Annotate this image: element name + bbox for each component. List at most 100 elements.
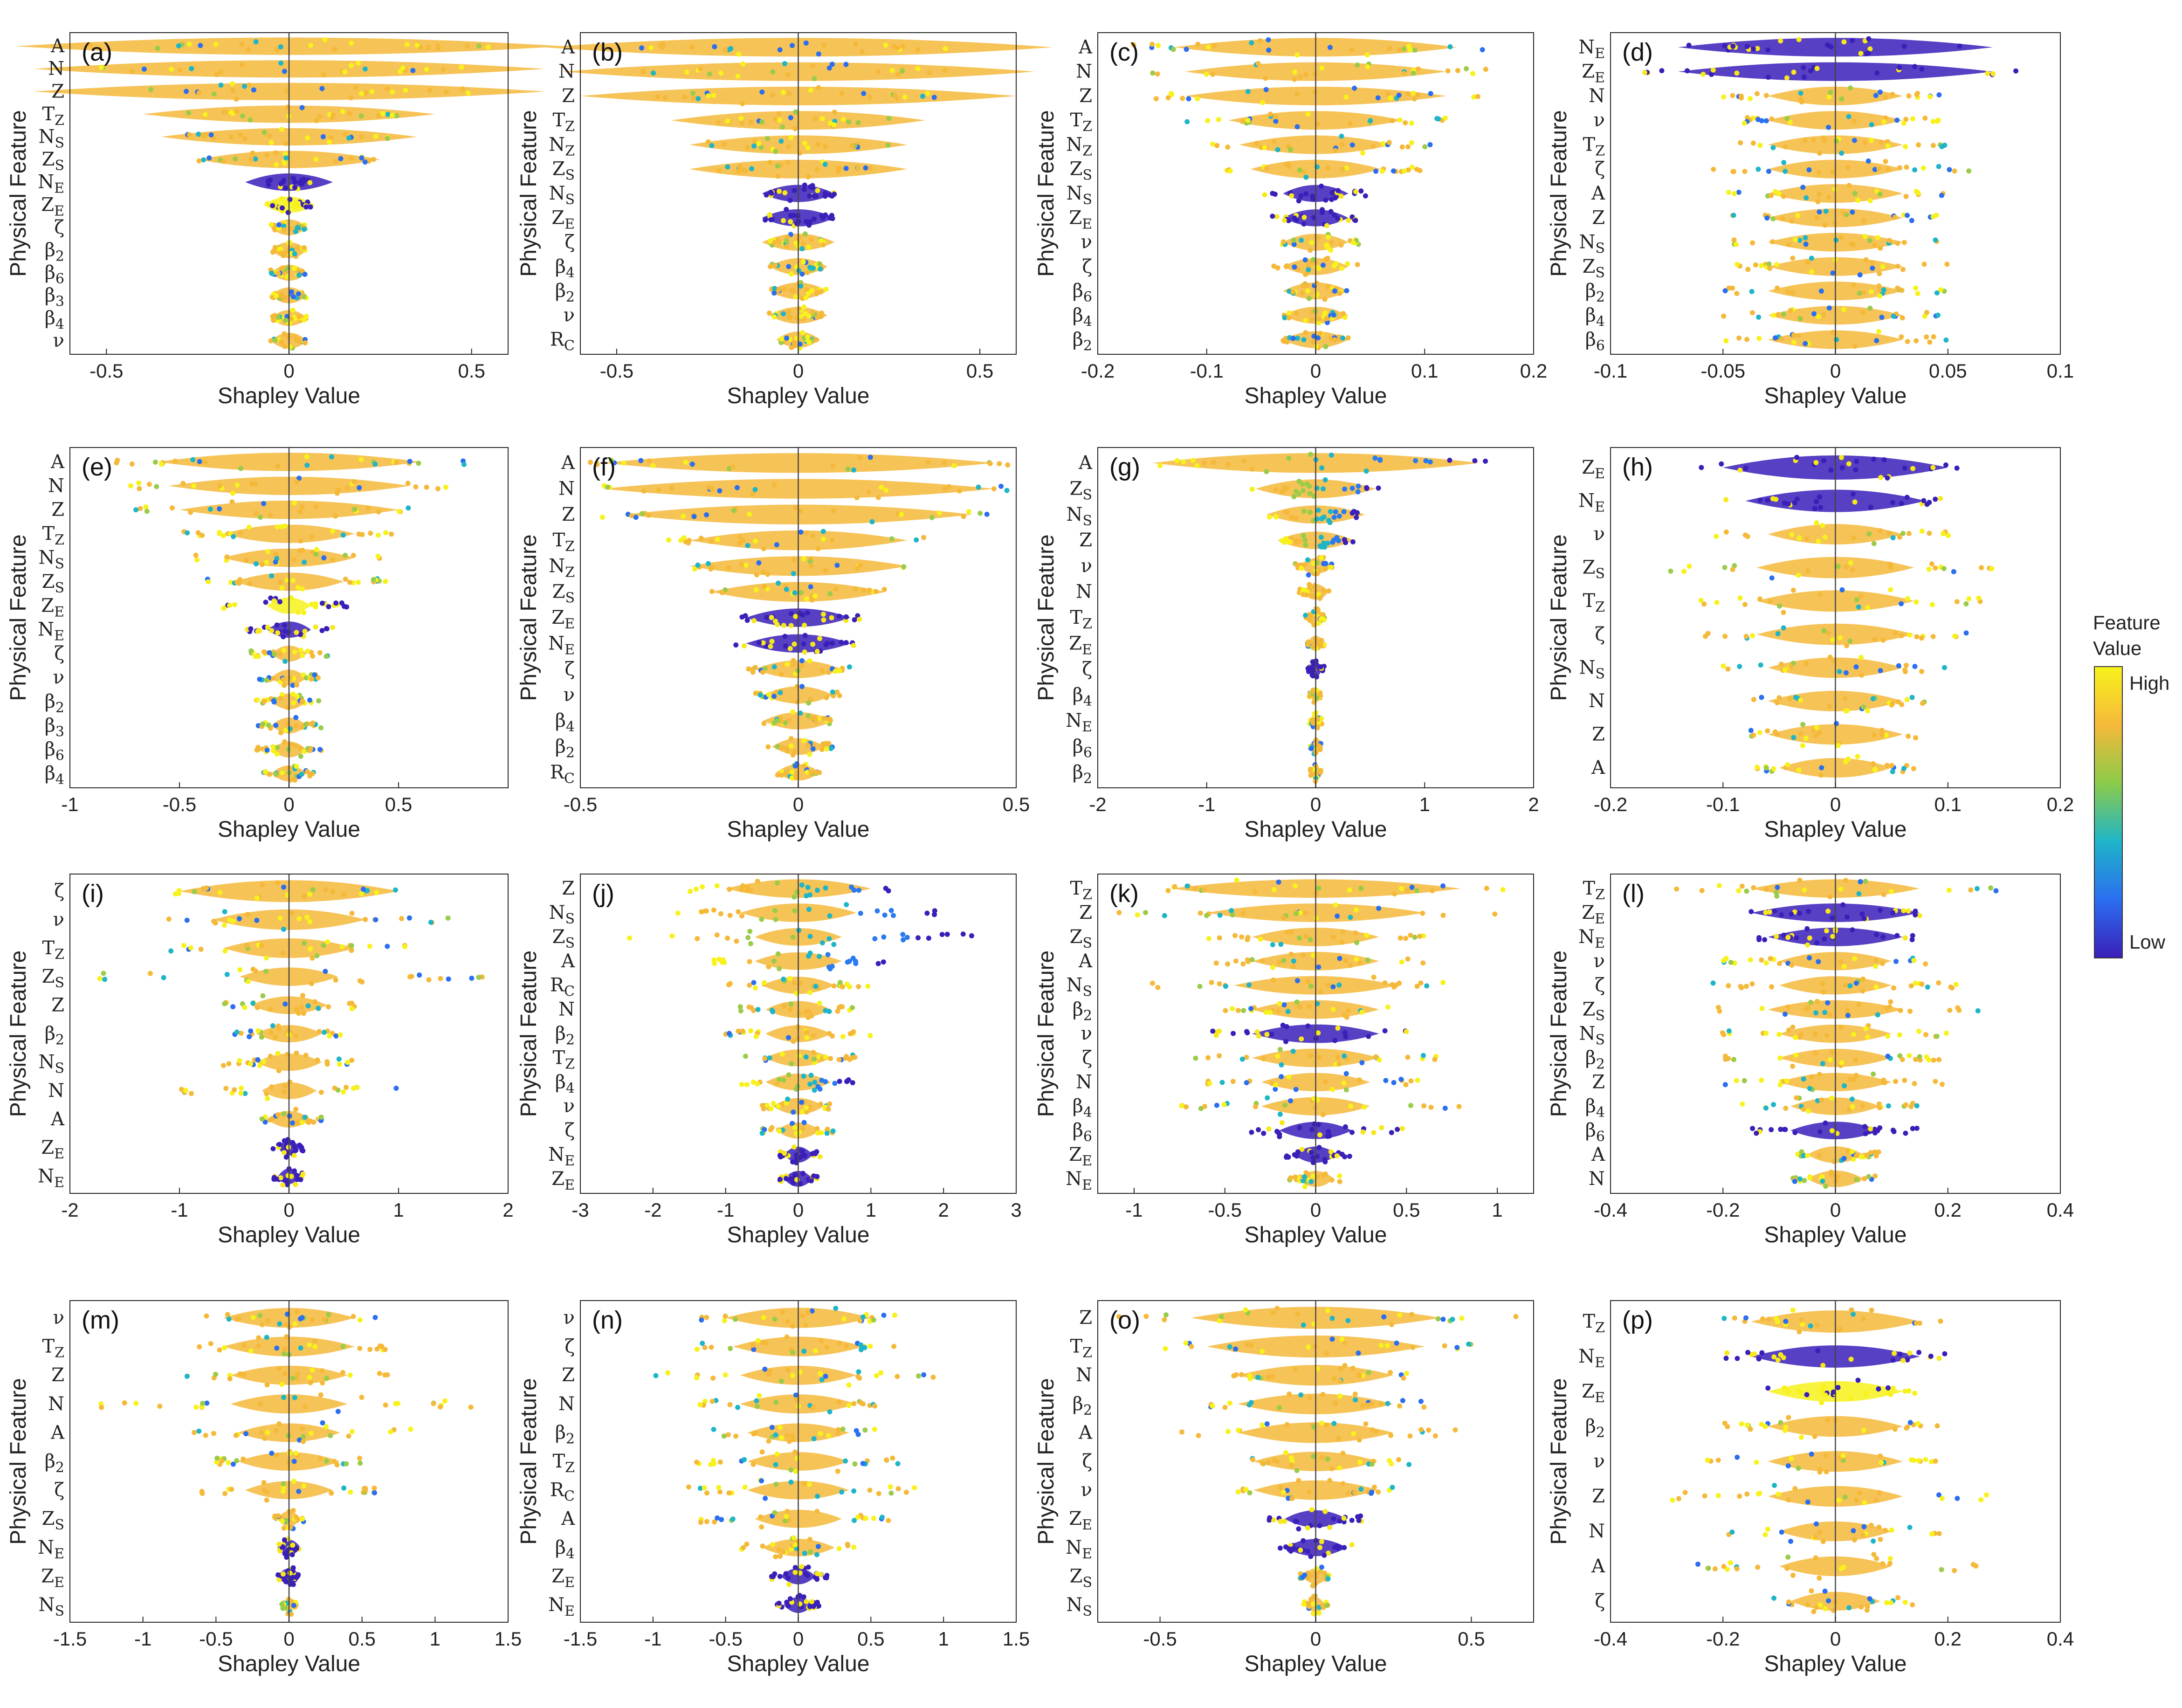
data-point — [1328, 45, 1333, 50]
data-point — [287, 240, 292, 246]
data-point — [1924, 502, 1930, 507]
data-point — [899, 68, 905, 74]
data-point — [259, 1430, 264, 1435]
data-point — [1307, 490, 1313, 496]
data-point — [247, 581, 253, 586]
data-point — [298, 1143, 303, 1149]
data-point — [270, 748, 276, 754]
data-point — [274, 1428, 279, 1433]
data-point — [1323, 197, 1328, 203]
data-point — [1403, 120, 1408, 125]
data-point — [808, 584, 813, 590]
data-point — [1789, 911, 1794, 917]
data-point — [1944, 1030, 1949, 1036]
data-point — [1843, 982, 1848, 988]
feature-label: RC — [550, 975, 575, 1000]
data-point — [282, 622, 288, 628]
data-point — [1317, 1132, 1322, 1137]
x-tick-label: 1 — [866, 1199, 876, 1221]
data-point — [218, 69, 224, 75]
feature-swarm — [769, 280, 829, 301]
data-point — [1790, 587, 1796, 593]
data-point — [708, 566, 714, 572]
data-point — [273, 150, 278, 156]
data-point — [942, 460, 947, 466]
feature-swarm — [168, 938, 407, 961]
data-point — [813, 719, 819, 725]
data-point — [183, 1088, 188, 1093]
data-point — [1921, 262, 1927, 267]
data-point — [246, 83, 252, 88]
x-tick-label: 0.5 — [1393, 1199, 1420, 1221]
data-point — [230, 918, 236, 924]
data-point — [287, 1079, 293, 1085]
data-point — [804, 1105, 809, 1111]
data-point — [823, 212, 828, 218]
data-point — [321, 1030, 327, 1035]
data-point — [1293, 883, 1298, 888]
data-point — [759, 1130, 765, 1136]
data-point — [341, 892, 347, 897]
data-point — [829, 537, 835, 543]
data-point — [1347, 1153, 1352, 1159]
data-point — [823, 1008, 828, 1013]
data-point — [1794, 496, 1800, 502]
data-point — [1905, 339, 1910, 344]
data-point — [313, 504, 319, 510]
data-point — [1416, 66, 1421, 72]
data-point — [1850, 491, 1856, 497]
data-point — [293, 1148, 299, 1153]
data-point — [1284, 539, 1289, 544]
data-point — [791, 658, 796, 663]
data-point — [1390, 118, 1395, 124]
data-point — [1870, 265, 1875, 271]
data-point — [797, 1011, 802, 1016]
feature-swarm — [1721, 952, 1928, 971]
data-point — [695, 96, 701, 101]
data-point — [1269, 1032, 1274, 1037]
data-point — [276, 1542, 282, 1547]
data-point — [1274, 214, 1280, 220]
x-tick-label: -0.1 — [1594, 360, 1627, 382]
data-point — [1278, 942, 1284, 947]
data-point — [1796, 333, 1802, 338]
data-point — [1817, 505, 1823, 510]
data-point — [253, 561, 259, 567]
data-point — [748, 941, 753, 946]
data-point — [1914, 634, 1920, 640]
data-point — [1240, 961, 1246, 967]
feature-label: β2 — [555, 280, 575, 305]
data-point — [722, 1318, 727, 1323]
data-point — [743, 1054, 748, 1059]
data-point — [367, 1347, 373, 1352]
data-point — [800, 241, 806, 247]
data-point — [1742, 602, 1748, 607]
data-point — [699, 1317, 704, 1323]
data-point — [1914, 1125, 1920, 1131]
data-point — [827, 1101, 833, 1107]
data-point — [722, 142, 727, 147]
data-point — [299, 771, 304, 777]
data-point — [275, 1051, 281, 1056]
data-point — [1888, 562, 1893, 568]
data-point — [371, 577, 376, 582]
data-point — [380, 111, 386, 117]
data-point — [1291, 494, 1297, 499]
data-point — [1417, 168, 1423, 173]
data-point — [1734, 70, 1740, 76]
data-point — [857, 455, 863, 461]
data-point — [1726, 190, 1732, 195]
data-point — [1817, 494, 1822, 500]
data-point — [829, 615, 834, 620]
data-point — [1301, 952, 1306, 958]
data-point — [264, 677, 269, 683]
data-point — [1297, 1125, 1302, 1130]
data-point — [1825, 1000, 1831, 1006]
feature-label: ZE — [1069, 207, 1092, 232]
data-point — [1888, 999, 1893, 1005]
data-point — [1157, 463, 1163, 468]
data-point — [271, 317, 276, 323]
data-point — [322, 37, 328, 42]
data-point — [843, 165, 849, 171]
x-tick-label: -2 — [61, 1199, 78, 1221]
